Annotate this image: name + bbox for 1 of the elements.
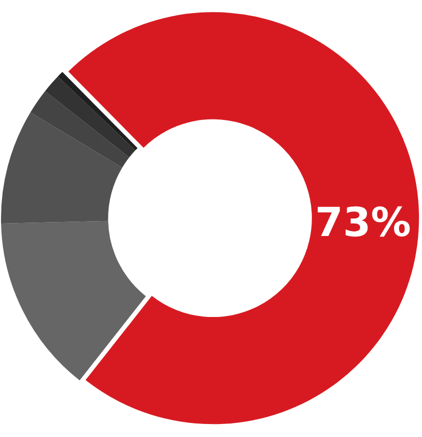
data-label: 73% — [315, 200, 411, 246]
